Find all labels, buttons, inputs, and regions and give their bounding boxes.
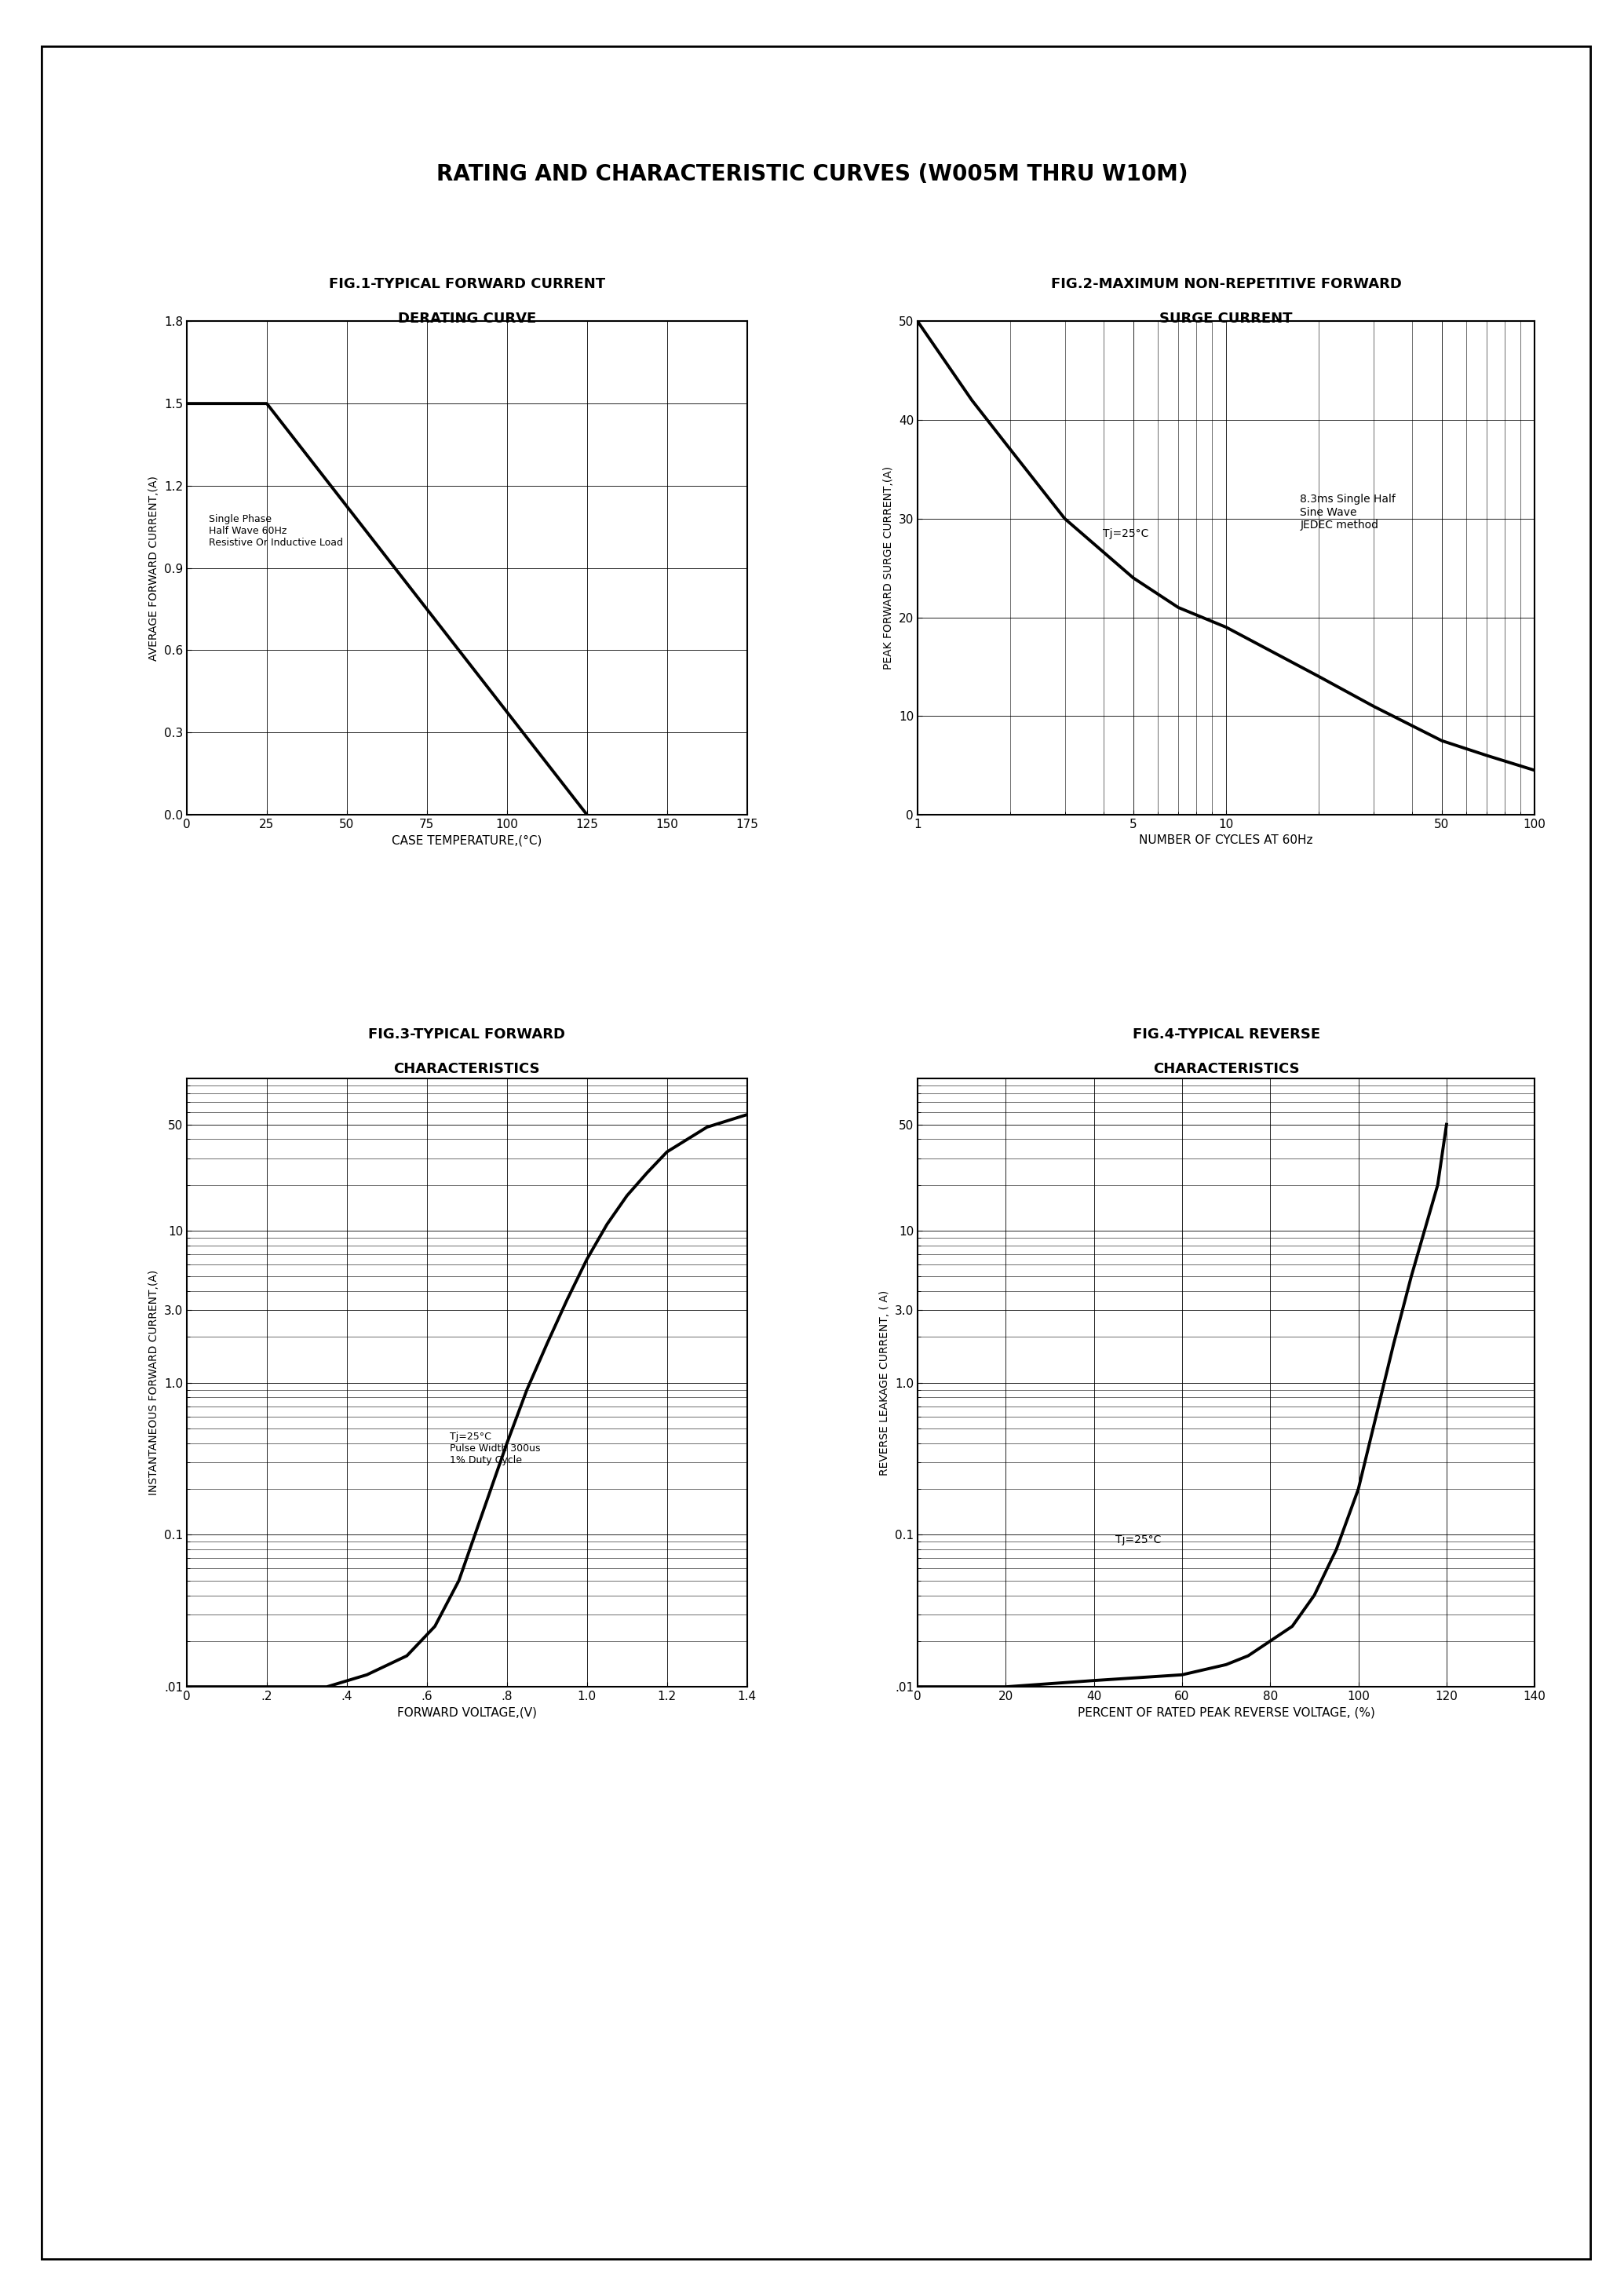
- Y-axis label: AVERAGE FORWARD CURRENT,(A): AVERAGE FORWARD CURRENT,(A): [148, 475, 159, 661]
- Text: FIG.4-TYPICAL REVERSE: FIG.4-TYPICAL REVERSE: [1132, 1028, 1320, 1042]
- Text: DERATING CURVE: DERATING CURVE: [398, 312, 536, 326]
- Y-axis label: PEAK FORWARD SURGE CURRENT,(A): PEAK FORWARD SURGE CURRENT,(A): [883, 466, 895, 670]
- Y-axis label: REVERSE LEAKAGE CURRENT, ( A): REVERSE LEAKAGE CURRENT, ( A): [879, 1290, 890, 1476]
- Text: Tj=25°C: Tj=25°C: [1103, 528, 1148, 539]
- X-axis label: CASE TEMPERATURE,(°C): CASE TEMPERATURE,(°C): [391, 835, 542, 847]
- X-axis label: PERCENT OF RATED PEAK REVERSE VOLTAGE, (%): PERCENT OF RATED PEAK REVERSE VOLTAGE, (…: [1077, 1707, 1376, 1719]
- Text: Tj=25°C: Tj=25°C: [1116, 1535, 1161, 1547]
- Text: FIG.3-TYPICAL FORWARD: FIG.3-TYPICAL FORWARD: [369, 1028, 565, 1042]
- Text: FIG.2-MAXIMUM NON-REPETITIVE FORWARD: FIG.2-MAXIMUM NON-REPETITIVE FORWARD: [1051, 278, 1402, 291]
- Text: CHARACTERISTICS: CHARACTERISTICS: [1153, 1063, 1299, 1076]
- Text: SURGE CURRENT: SURGE CURRENT: [1160, 312, 1293, 326]
- Text: 8.3ms Single Half
Sine Wave
JEDEC method: 8.3ms Single Half Sine Wave JEDEC method: [1301, 493, 1397, 530]
- Text: FIG.1-TYPICAL FORWARD CURRENT: FIG.1-TYPICAL FORWARD CURRENT: [328, 278, 606, 291]
- Y-axis label: INSTANTANEOUS FORWARD CURRENT,(A): INSTANTANEOUS FORWARD CURRENT,(A): [148, 1269, 159, 1496]
- Text: Single Phase
Half Wave 60Hz
Resistive Or Inductive Load: Single Phase Half Wave 60Hz Resistive Or…: [209, 514, 343, 549]
- Text: Tj=25°C
Pulse Width 300us
1% Duty Cycle: Tj=25°C Pulse Width 300us 1% Duty Cycle: [450, 1432, 541, 1464]
- X-axis label: FORWARD VOLTAGE,(V): FORWARD VOLTAGE,(V): [396, 1707, 538, 1719]
- Text: CHARACTERISTICS: CHARACTERISTICS: [393, 1063, 541, 1076]
- X-axis label: NUMBER OF CYCLES AT 60Hz: NUMBER OF CYCLES AT 60Hz: [1138, 835, 1314, 847]
- Text: RATING AND CHARACTERISTIC CURVES (W005M THRU W10M): RATING AND CHARACTERISTIC CURVES (W005M …: [437, 163, 1187, 186]
